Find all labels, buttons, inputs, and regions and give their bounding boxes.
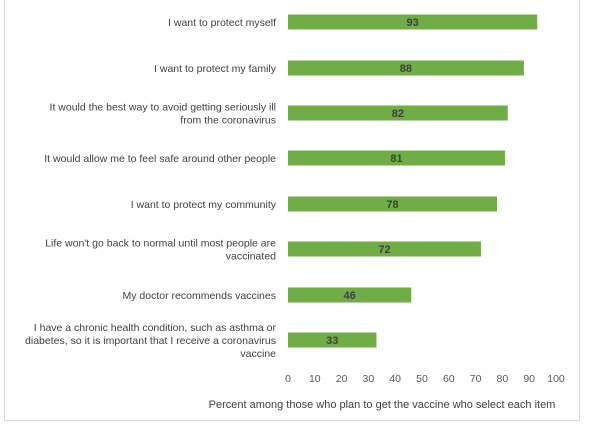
category-label: I have a chronic health condition, such …: [25, 322, 276, 360]
category-label: I want to protect myself: [168, 17, 276, 29]
x-tick-label: 100: [547, 373, 565, 385]
bar-data-label: 33: [326, 335, 338, 347]
bar-data-label: 82: [392, 108, 404, 120]
bar-data-label: 78: [386, 199, 398, 211]
bar: [288, 196, 498, 212]
category-label: I want to protect my family: [154, 63, 277, 75]
category-label: It would the best way to avoid getting s…: [50, 102, 276, 127]
data-labels-group: 93 88 82 81 78 72 46 33: [326, 17, 419, 347]
bar: [288, 105, 508, 121]
x-tick-label: 90: [523, 373, 535, 385]
bars-group: [288, 14, 538, 348]
x-axis-title: Percent among those who plan to get the …: [209, 399, 556, 411]
x-tick-label: 60: [443, 373, 455, 385]
x-tick-labels-group: 0 10 20 30 40 50 60 70 80 90 100: [285, 373, 565, 385]
category-labels-group: I want to protect myself I want to protec…: [25, 17, 277, 360]
bar-data-label: 72: [378, 244, 390, 256]
category-label: My doctor recommends vaccines: [123, 290, 276, 302]
chart-frame: [4, 0, 580, 421]
bar-data-label: 81: [390, 153, 402, 165]
x-tick-label: 50: [416, 373, 428, 385]
bar: [288, 14, 538, 30]
x-tick-label: 80: [497, 373, 509, 385]
bar-data-label: 46: [344, 290, 356, 302]
category-label: I want to protect my community: [131, 199, 277, 211]
x-tick-label: 40: [389, 373, 401, 385]
x-tick-label: 0: [285, 373, 291, 385]
bar: [288, 287, 412, 303]
x-tick-label: 30: [363, 373, 375, 385]
x-tick-label: 20: [336, 373, 348, 385]
category-label: It would allow me to feel safe around ot…: [44, 153, 276, 165]
bar: [288, 241, 481, 257]
bar: [288, 150, 506, 166]
bar-data-label: 88: [400, 63, 412, 75]
bar: [288, 60, 524, 76]
x-tick-label: 70: [470, 373, 482, 385]
bar: [288, 332, 377, 348]
category-label: Life won't go back to normal until most …: [45, 238, 276, 263]
x-tick-label: 10: [309, 373, 321, 385]
bar-data-label: 93: [406, 17, 418, 29]
